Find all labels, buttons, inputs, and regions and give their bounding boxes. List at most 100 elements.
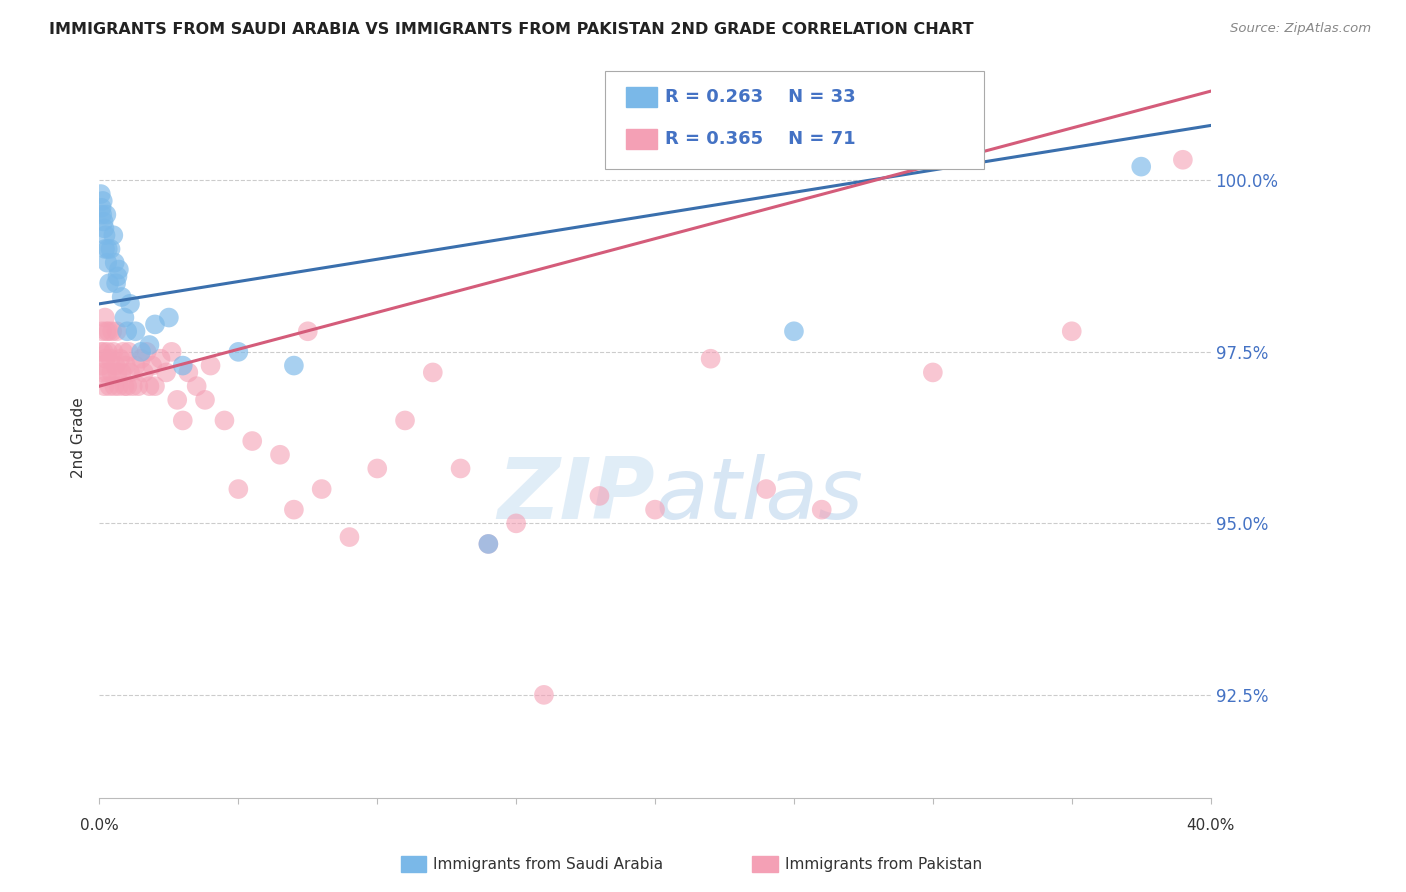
Point (533, 688, 555, 702)
Point (96, 324, 118, 338)
Point (100, 351, 122, 366)
Point (97, 324, 120, 338)
Y-axis label: 2nd Grade: 2nd Grade (72, 397, 86, 478)
Point (311, 482, 333, 496)
Point (98, 379, 121, 393)
Point (94, 228, 117, 243)
Point (110, 351, 132, 366)
Point (166, 392, 188, 407)
Point (155, 366, 177, 380)
Text: Source: ZipAtlas.com: Source: ZipAtlas.com (1230, 22, 1371, 36)
Point (124, 324, 146, 338)
Point (124, 359, 146, 373)
Point (115, 324, 138, 338)
Point (149, 351, 172, 366)
Point (135, 344, 157, 359)
Point (240, 434, 263, 448)
Point (121, 379, 143, 393)
Text: IMMIGRANTS FROM SAUDI ARABIA VS IMMIGRANTS FROM PAKISTAN 2ND GRADE CORRELATION C: IMMIGRANTS FROM SAUDI ARABIA VS IMMIGRAN… (49, 22, 974, 37)
Text: 40.0%: 40.0% (1187, 818, 1234, 833)
Point (90, 359, 112, 373)
Point (108, 262, 131, 277)
Point (1130, 160, 1153, 174)
Point (450, 461, 472, 475)
Point (103, 344, 125, 359)
Point (96, 255, 118, 269)
Point (107, 269, 129, 284)
Point (98, 277, 121, 291)
Point (477, 537, 499, 551)
Point (138, 338, 160, 352)
Point (228, 344, 250, 359)
Point (96, 208, 118, 222)
Point (699, 351, 721, 366)
Point (90, 187, 112, 202)
Point (90, 344, 112, 359)
Point (101, 324, 124, 338)
Point (97, 242, 120, 256)
Point (114, 359, 136, 373)
Text: atlas: atlas (655, 454, 863, 537)
Point (339, 530, 361, 544)
Point (129, 344, 152, 359)
Point (394, 413, 416, 427)
Point (283, 502, 305, 516)
Point (117, 344, 139, 359)
Point (921, 366, 943, 380)
Point (97, 344, 120, 359)
Point (186, 379, 208, 393)
Point (177, 366, 200, 380)
Point (105, 277, 128, 291)
Point (118, 366, 141, 380)
Point (91, 194, 114, 208)
Point (283, 359, 305, 373)
Point (111, 290, 134, 304)
Point (157, 310, 180, 325)
Point (114, 310, 136, 325)
Point (422, 366, 444, 380)
Point (94, 242, 117, 256)
Text: Immigrants from Pakistan: Immigrants from Pakistan (785, 857, 981, 871)
Point (810, 502, 832, 516)
Point (94, 351, 117, 366)
Point (644, 502, 666, 516)
Point (100, 242, 122, 256)
Point (94, 310, 117, 325)
Point (91, 366, 114, 380)
Point (111, 366, 134, 380)
Point (103, 228, 125, 243)
Point (1060, 324, 1083, 338)
Point (104, 255, 127, 269)
Point (112, 344, 135, 359)
Point (138, 379, 160, 393)
Text: ZIP: ZIP (498, 454, 655, 537)
Point (477, 537, 499, 551)
Point (108, 379, 131, 393)
Text: R = 0.263    N = 33: R = 0.263 N = 33 (665, 88, 856, 106)
Point (93, 221, 115, 235)
Point (100, 366, 122, 380)
Point (160, 344, 183, 359)
Point (132, 366, 155, 380)
Point (366, 461, 388, 475)
Point (297, 324, 319, 338)
Point (105, 324, 128, 338)
Point (200, 359, 222, 373)
Point (143, 379, 166, 393)
Point (129, 351, 152, 366)
Point (118, 297, 141, 311)
Point (104, 359, 127, 373)
Point (755, 482, 778, 496)
Point (505, 516, 527, 531)
Point (96, 366, 118, 380)
Point (93, 214, 115, 228)
Point (172, 413, 194, 427)
Point (91, 324, 114, 338)
Point (141, 359, 163, 373)
Text: 0.0%: 0.0% (80, 818, 120, 833)
Point (107, 366, 129, 380)
Point (103, 379, 125, 393)
Point (127, 379, 149, 393)
Point (269, 448, 291, 462)
Point (90, 201, 112, 215)
